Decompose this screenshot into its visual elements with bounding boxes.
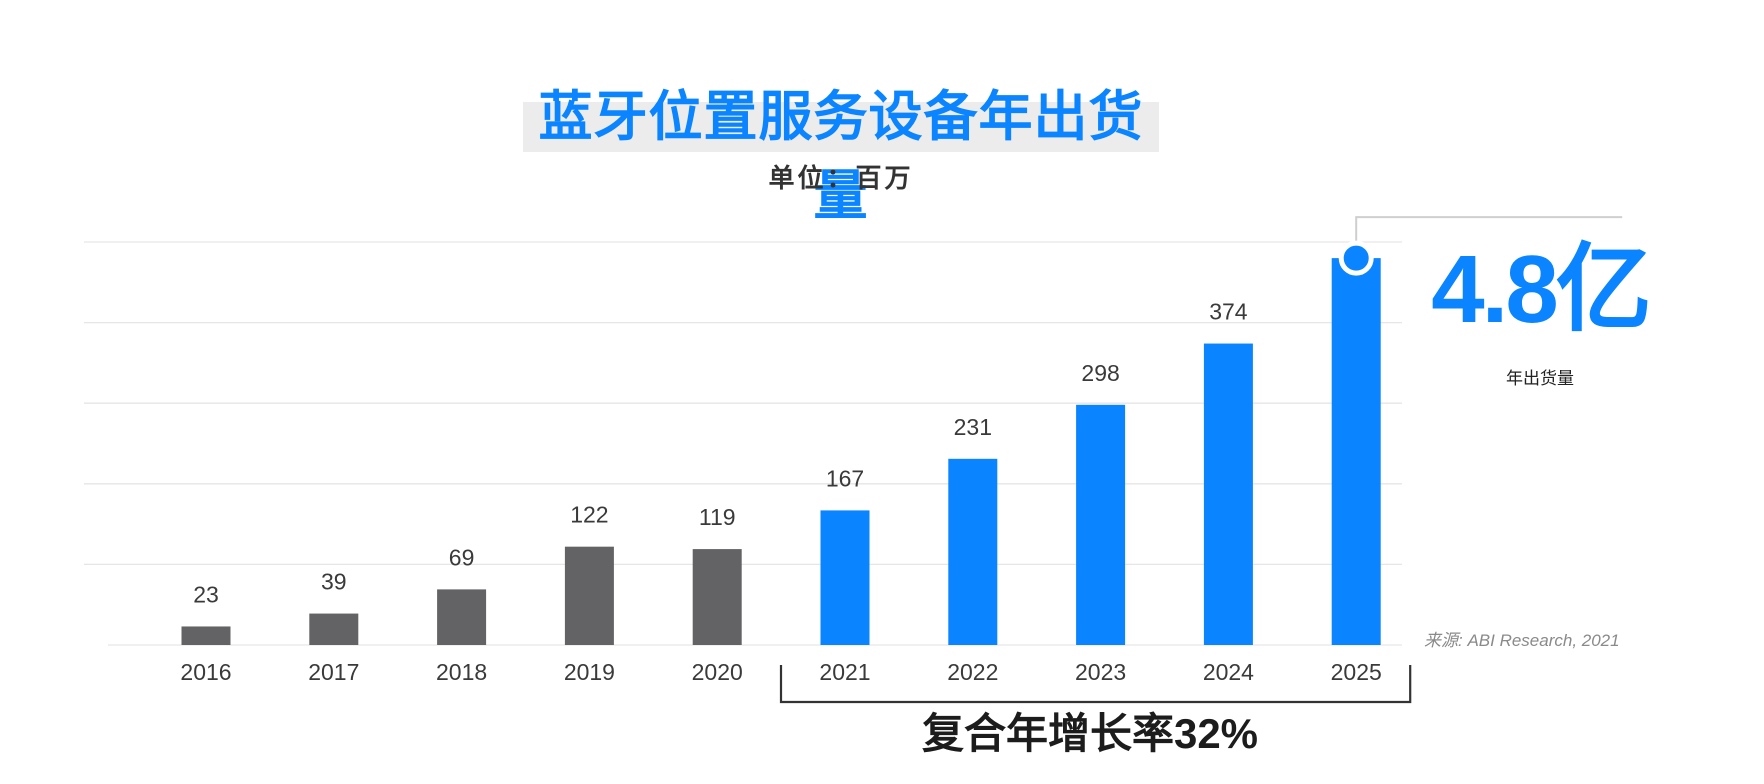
x-tick-2020: 2020 [692, 659, 743, 685]
x-tick-2021: 2021 [819, 659, 870, 685]
title-highlight [523, 102, 1159, 152]
data-label-2023: 298 [1081, 360, 1119, 386]
gridlines [84, 241, 1402, 646]
x-tick-2023: 2023 [1075, 659, 1126, 685]
bar-2022 [948, 458, 998, 645]
bar-2020 [692, 549, 742, 645]
x-tick-2017: 2017 [308, 659, 359, 685]
bar-2021 [820, 510, 870, 645]
chart-title: 蓝牙位置服务设备年出货量 [538, 87, 1144, 226]
bar-labels: 23 39 69 122 119 167 231 298 374 [193, 299, 1248, 608]
callout-connector [1355, 216, 1623, 251]
bar-2023 [1076, 404, 1126, 645]
data-label-2020: 119 [699, 504, 736, 530]
x-tick-2018: 2018 [436, 659, 487, 685]
bar-2024 [1203, 343, 1253, 645]
bar-2019 [564, 546, 614, 645]
cagr-bracket [779, 665, 1412, 704]
data-label-2024: 374 [1209, 299, 1248, 325]
data-label-2017: 39 [321, 569, 347, 595]
bar-2017 [309, 613, 359, 645]
callout-caption: 年出货量 [1506, 369, 1574, 388]
source-note: 来源: ABI Research, 2021 [1424, 631, 1620, 650]
annotations [779, 216, 1623, 704]
bars [181, 258, 1381, 645]
data-label-2016: 23 [193, 581, 219, 607]
chart-subtitle: 单位：百万 [768, 163, 914, 193]
data-label-2021: 167 [826, 465, 864, 491]
x-tick-2019: 2019 [564, 659, 615, 685]
data-label-2022: 231 [954, 414, 992, 440]
data-label-2018: 69 [449, 544, 475, 570]
data-label-2019: 122 [570, 502, 608, 528]
bar-2025 [1331, 258, 1381, 645]
x-tick-2025: 2025 [1331, 659, 1382, 685]
callout-value: 4.8亿 [1431, 236, 1651, 343]
bar-2016 [181, 626, 231, 645]
x-tick-2016: 2016 [180, 659, 231, 685]
title-block: 蓝牙位置服务设备年出货量 [523, 70, 1159, 226]
bar-2018 [437, 589, 487, 645]
x-tick-2022: 2022 [947, 659, 998, 685]
x-tick-2024: 2024 [1203, 659, 1254, 685]
cagr-label: 复合年增长率32% [921, 710, 1259, 757]
x-axis-ticks: 2016 2017 2018 2019 2020 2021 2022 2023 2024 2025 [180, 659, 1381, 685]
callout-dot [1338, 240, 1374, 276]
